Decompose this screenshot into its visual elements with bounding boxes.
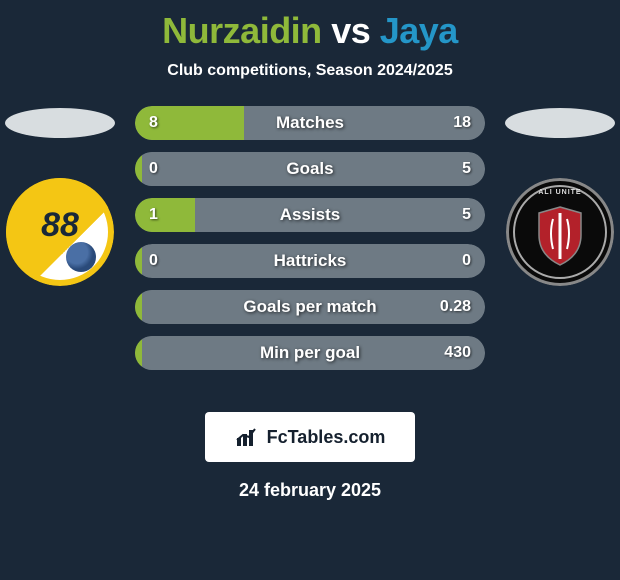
right-player-column: ALI UNITE [500,106,620,286]
left-ellipse [5,108,115,138]
brand-chart-icon [235,426,261,448]
right-club-badge: ALI UNITE [506,178,614,286]
left-badge-number: 88 [12,206,108,245]
left-badge-ball-icon [66,242,96,272]
left-player-column: 88 [0,106,120,286]
comparison-title: Nurzaidin vs Jaya [0,0,620,52]
stat-row: 00Hattricks [135,244,485,278]
right-ellipse [505,108,615,138]
player1-name: Nurzaidin [162,10,322,51]
stat-label: Matches [135,106,485,140]
brand-badge: FcTables.com [205,412,415,462]
stat-row: 430Min per goal [135,336,485,370]
stat-row: 05Goals [135,152,485,186]
stat-label: Min per goal [135,336,485,370]
stat-label: Assists [135,198,485,232]
right-badge-text: ALI UNITE [509,189,611,196]
footer-date: 24 february 2025 [0,480,620,501]
player2-name: Jaya [380,10,458,51]
subtitle: Club competitions, Season 2024/2025 [0,62,620,80]
stat-label: Hattricks [135,244,485,278]
stat-row: 15Assists [135,198,485,232]
stat-row: 0.28Goals per match [135,290,485,324]
brand-text: FcTables.com [267,427,386,448]
stat-label: Goals [135,152,485,186]
right-badge-shield-icon [535,205,585,267]
stat-bars: 818Matches 05Goals 15Assists 00Hattricks 0.2… [135,106,485,382]
stat-label: Goals per match [135,290,485,324]
stat-row: 818Matches [135,106,485,140]
left-club-badge: 88 [6,178,114,286]
vs-text: vs [322,10,380,51]
content-area: 88 ALI UNITE 818Matches 05Goals 15Assists 0… [0,106,620,396]
